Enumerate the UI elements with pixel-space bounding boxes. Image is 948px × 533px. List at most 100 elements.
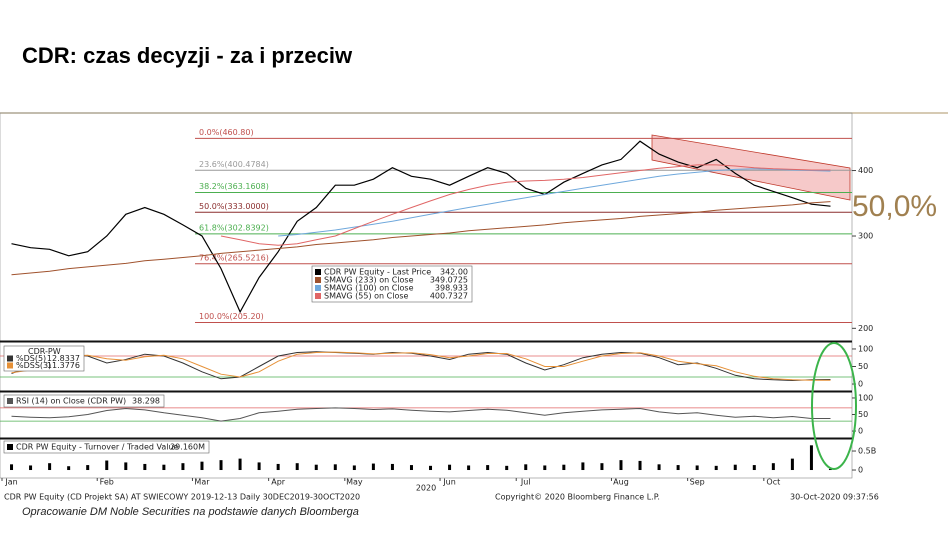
highlight-ellipse [811, 342, 857, 470]
fib-label: 76.4%(265.5216) [199, 253, 269, 262]
legend-swatch [7, 398, 13, 404]
volume-bar [600, 463, 604, 471]
volume-bar [562, 464, 566, 471]
x-tick-label: Sep [690, 478, 705, 487]
legend-label: %DSS(3) [16, 361, 51, 370]
legend-label: CDR PW Equity - Last Price [324, 268, 431, 277]
volume-bar [619, 460, 623, 471]
legend-title: CDR-PW [28, 347, 61, 356]
legend-swatch [7, 362, 13, 369]
volume-bar [390, 463, 394, 471]
legend-label: SMAVG (100) on Close [324, 284, 414, 293]
volume-bar [181, 463, 185, 471]
legend-value: 342.00 [440, 268, 468, 277]
chart-frame [0, 112, 853, 479]
y-tick-label: 0 [858, 380, 863, 389]
volume-bar [257, 462, 261, 471]
legend-value: 400.7327 [430, 292, 468, 301]
volume-bar [276, 463, 280, 471]
y-tick-label: 50 [858, 410, 868, 419]
legend-value: 12.8337 [47, 354, 80, 363]
legend-value: 38.298 [132, 397, 160, 406]
volume-bar [162, 464, 166, 471]
volume-bar [86, 465, 90, 471]
legend-label: RSI (14) on Close (CDR PW) [16, 397, 126, 406]
y-tick-label: 300 [858, 232, 873, 241]
series-line [11, 201, 831, 276]
legend-swatch [7, 355, 13, 362]
volume-bar [200, 461, 204, 471]
volume-bar [124, 462, 128, 471]
x-tick-label: May [346, 478, 363, 487]
volume-bar [429, 465, 433, 471]
x-axis-label: 2020 [416, 484, 436, 493]
footer-center: Copyright© 2020 Bloomberg Finance L.P. [495, 493, 660, 502]
volume-bar [333, 464, 337, 471]
series-line [11, 351, 831, 381]
slide-title: CDR: czas decyzji - za i przeciw [22, 43, 353, 68]
fib-label: 50.0%(333.0000) [199, 202, 269, 211]
legend-box [3, 345, 85, 372]
x-tick-label: Feb [100, 478, 114, 487]
y-tick-label: 100 [858, 344, 873, 353]
volume-bar [581, 462, 585, 471]
series-line [11, 407, 831, 422]
volume-bar [238, 458, 242, 471]
volume-bar [524, 464, 528, 471]
volume-bar [828, 468, 832, 471]
series-line [220, 164, 831, 246]
volume-bar [638, 460, 642, 471]
volume-bar [809, 445, 813, 471]
legend-label: CDR PW Equity - Turnover / Traded Value [16, 443, 179, 452]
annotation: 50,0% [852, 190, 937, 223]
legend-swatch [315, 277, 321, 283]
fib-label: 61.8%(302.8392) [199, 223, 269, 232]
volume-bar [352, 465, 356, 471]
legend-label: SMAVG (233) on Close [324, 276, 414, 285]
volume-bar [714, 465, 718, 471]
legend-swatch [315, 285, 321, 291]
volume-bar [29, 465, 33, 471]
fib-label: 0.0%(460.80) [199, 128, 254, 137]
fib-label: 38.2%(363.1608) [199, 182, 269, 191]
legend-value: 29.160M [170, 443, 205, 452]
x-tick-label: Aug [613, 478, 629, 487]
volume-bar [486, 465, 490, 471]
fib-label: 100.0%(205.20) [199, 312, 264, 321]
series-line [278, 168, 831, 237]
legend-box [311, 265, 473, 303]
x-tick-label: Apr [271, 478, 286, 487]
legend-box [3, 440, 210, 454]
volume-bar [543, 465, 547, 471]
fib-label: 23.6%(400.4784) [199, 160, 269, 169]
legend-value: 11.3776 [47, 361, 80, 370]
y-tick-label: 400 [858, 166, 873, 175]
volume-bar [657, 464, 661, 471]
x-tick-label: Mar [194, 478, 210, 487]
volume-bar [371, 463, 375, 471]
volume-bar [448, 464, 452, 471]
y-tick-label: 50 [858, 362, 868, 371]
volume-bar [314, 464, 318, 471]
y-tick-label: 100 [858, 393, 873, 402]
legend-box [3, 394, 165, 408]
volume-bar [733, 464, 737, 471]
legend-swatch [315, 293, 321, 299]
y-tick-label: 0.5B [858, 447, 876, 456]
x-tick-label: Jul [520, 478, 531, 487]
volume-bar [695, 465, 699, 471]
y-tick-label: 0 [858, 427, 863, 436]
x-tick-label: Oct [766, 478, 780, 487]
y-tick-label: 0 [858, 466, 863, 475]
volume-bar [409, 465, 413, 471]
x-tick-label: Jan [4, 478, 17, 487]
legend-swatch [7, 444, 13, 450]
volume-bar [219, 460, 223, 471]
volume-bar [752, 465, 756, 471]
volume-bar [67, 466, 71, 471]
volume-bar [105, 460, 109, 471]
volume-bar [676, 465, 680, 471]
legend-label: SMAVG (55) on Close [324, 292, 409, 301]
legend-value: 398.933 [435, 284, 468, 293]
